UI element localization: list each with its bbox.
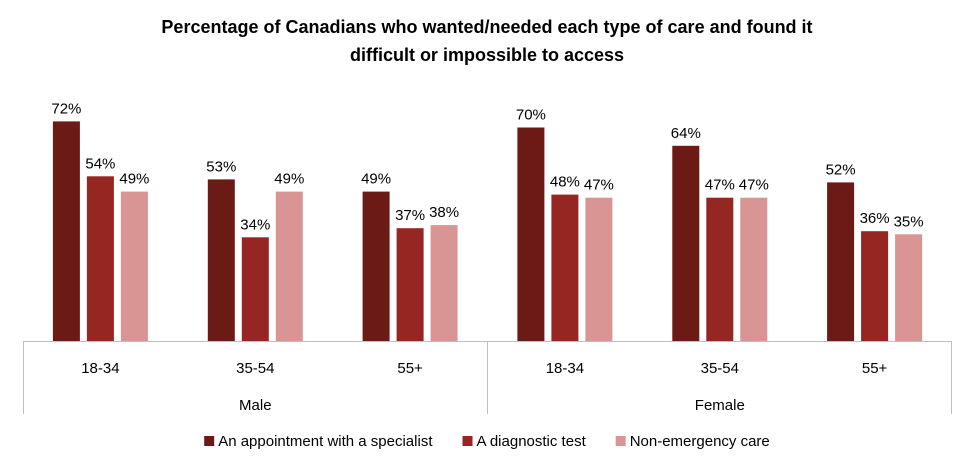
bar-series-3-cat-1 — [120, 191, 148, 341]
bar-series-2-cat-4 — [551, 194, 579, 341]
legend-item: An appointment with a specialist — [204, 433, 433, 450]
data-label: 47% — [584, 177, 614, 194]
data-label: 49% — [361, 171, 391, 188]
bar-series-3-cat-5 — [740, 197, 768, 341]
bar-series-1-cat-2 — [207, 179, 235, 341]
bar-series-2-cat-5 — [706, 197, 734, 341]
data-label: 70% — [516, 107, 546, 124]
bar-series-1-cat-4 — [517, 127, 545, 341]
legend-item: A diagnostic test — [462, 433, 587, 450]
data-label: 34% — [240, 216, 270, 233]
bar-series-3-cat-6 — [895, 234, 923, 342]
data-label: 54% — [85, 155, 115, 172]
bar-series-2-cat-1 — [86, 176, 114, 341]
bar-series-2-cat-2 — [241, 237, 269, 341]
category-tick-label: 35-54 — [701, 360, 739, 377]
legend-label: An appointment with a specialist — [218, 433, 433, 450]
category-tick-label: 35-54 — [236, 360, 274, 377]
data-label: 72% — [51, 100, 81, 117]
data-label: 36% — [860, 210, 890, 227]
bar-series-1-cat-1 — [52, 121, 80, 342]
chart-title-line-1: Percentage of Canadians who wanted/neede… — [161, 17, 812, 37]
category-tick-label: 18-34 — [81, 360, 119, 377]
category-tick-label: 18-34 — [546, 360, 584, 377]
legend-swatch — [204, 436, 215, 446]
legend: An appointment with a specialist A diagno… — [204, 433, 770, 450]
data-label: 49% — [119, 171, 149, 188]
data-label: 37% — [395, 207, 425, 224]
legend-swatch — [615, 436, 626, 446]
bar-series-2-cat-6 — [861, 231, 889, 341]
bar-series-3-cat-4 — [585, 197, 613, 341]
bar-series-1-cat-5 — [672, 145, 700, 341]
data-label: 48% — [550, 174, 580, 191]
data-label: 52% — [826, 161, 856, 178]
data-label: 35% — [894, 213, 924, 230]
category-tick-label: 55+ — [862, 360, 888, 377]
chart-title-line-2: difficult or impossible to access — [350, 45, 624, 65]
data-label: 47% — [705, 177, 735, 194]
bar-series-3-cat-2 — [275, 191, 303, 341]
bar-series-2-cat-3 — [396, 228, 424, 341]
legend-item: Non-emergency care — [615, 433, 770, 450]
category-tick-label: 55+ — [397, 360, 423, 377]
group-label: Male — [239, 397, 272, 414]
plot-area: 72%54%49%53%34%49% 49%37% 38%70%48% 47%64%4… — [51, 100, 924, 342]
data-label: 47% — [739, 177, 769, 194]
bar-series-1-cat-6 — [827, 182, 855, 341]
data-label: 49% — [274, 171, 304, 188]
bar-series-1-cat-3 — [362, 191, 390, 341]
category-axis: 18-34 35-54 55+ 18-34 35-54 55+ Male Female — [23, 341, 952, 414]
legend-label: Non-emergency care — [630, 433, 770, 450]
data-label: 53% — [206, 158, 236, 175]
legend-swatch — [462, 436, 473, 446]
data-label: 64% — [671, 125, 701, 142]
group-label: Female — [695, 397, 745, 414]
data-label: 38% — [429, 204, 459, 221]
bar-series-3-cat-3 — [430, 225, 458, 341]
legend-label: A diagnostic test — [477, 433, 587, 450]
